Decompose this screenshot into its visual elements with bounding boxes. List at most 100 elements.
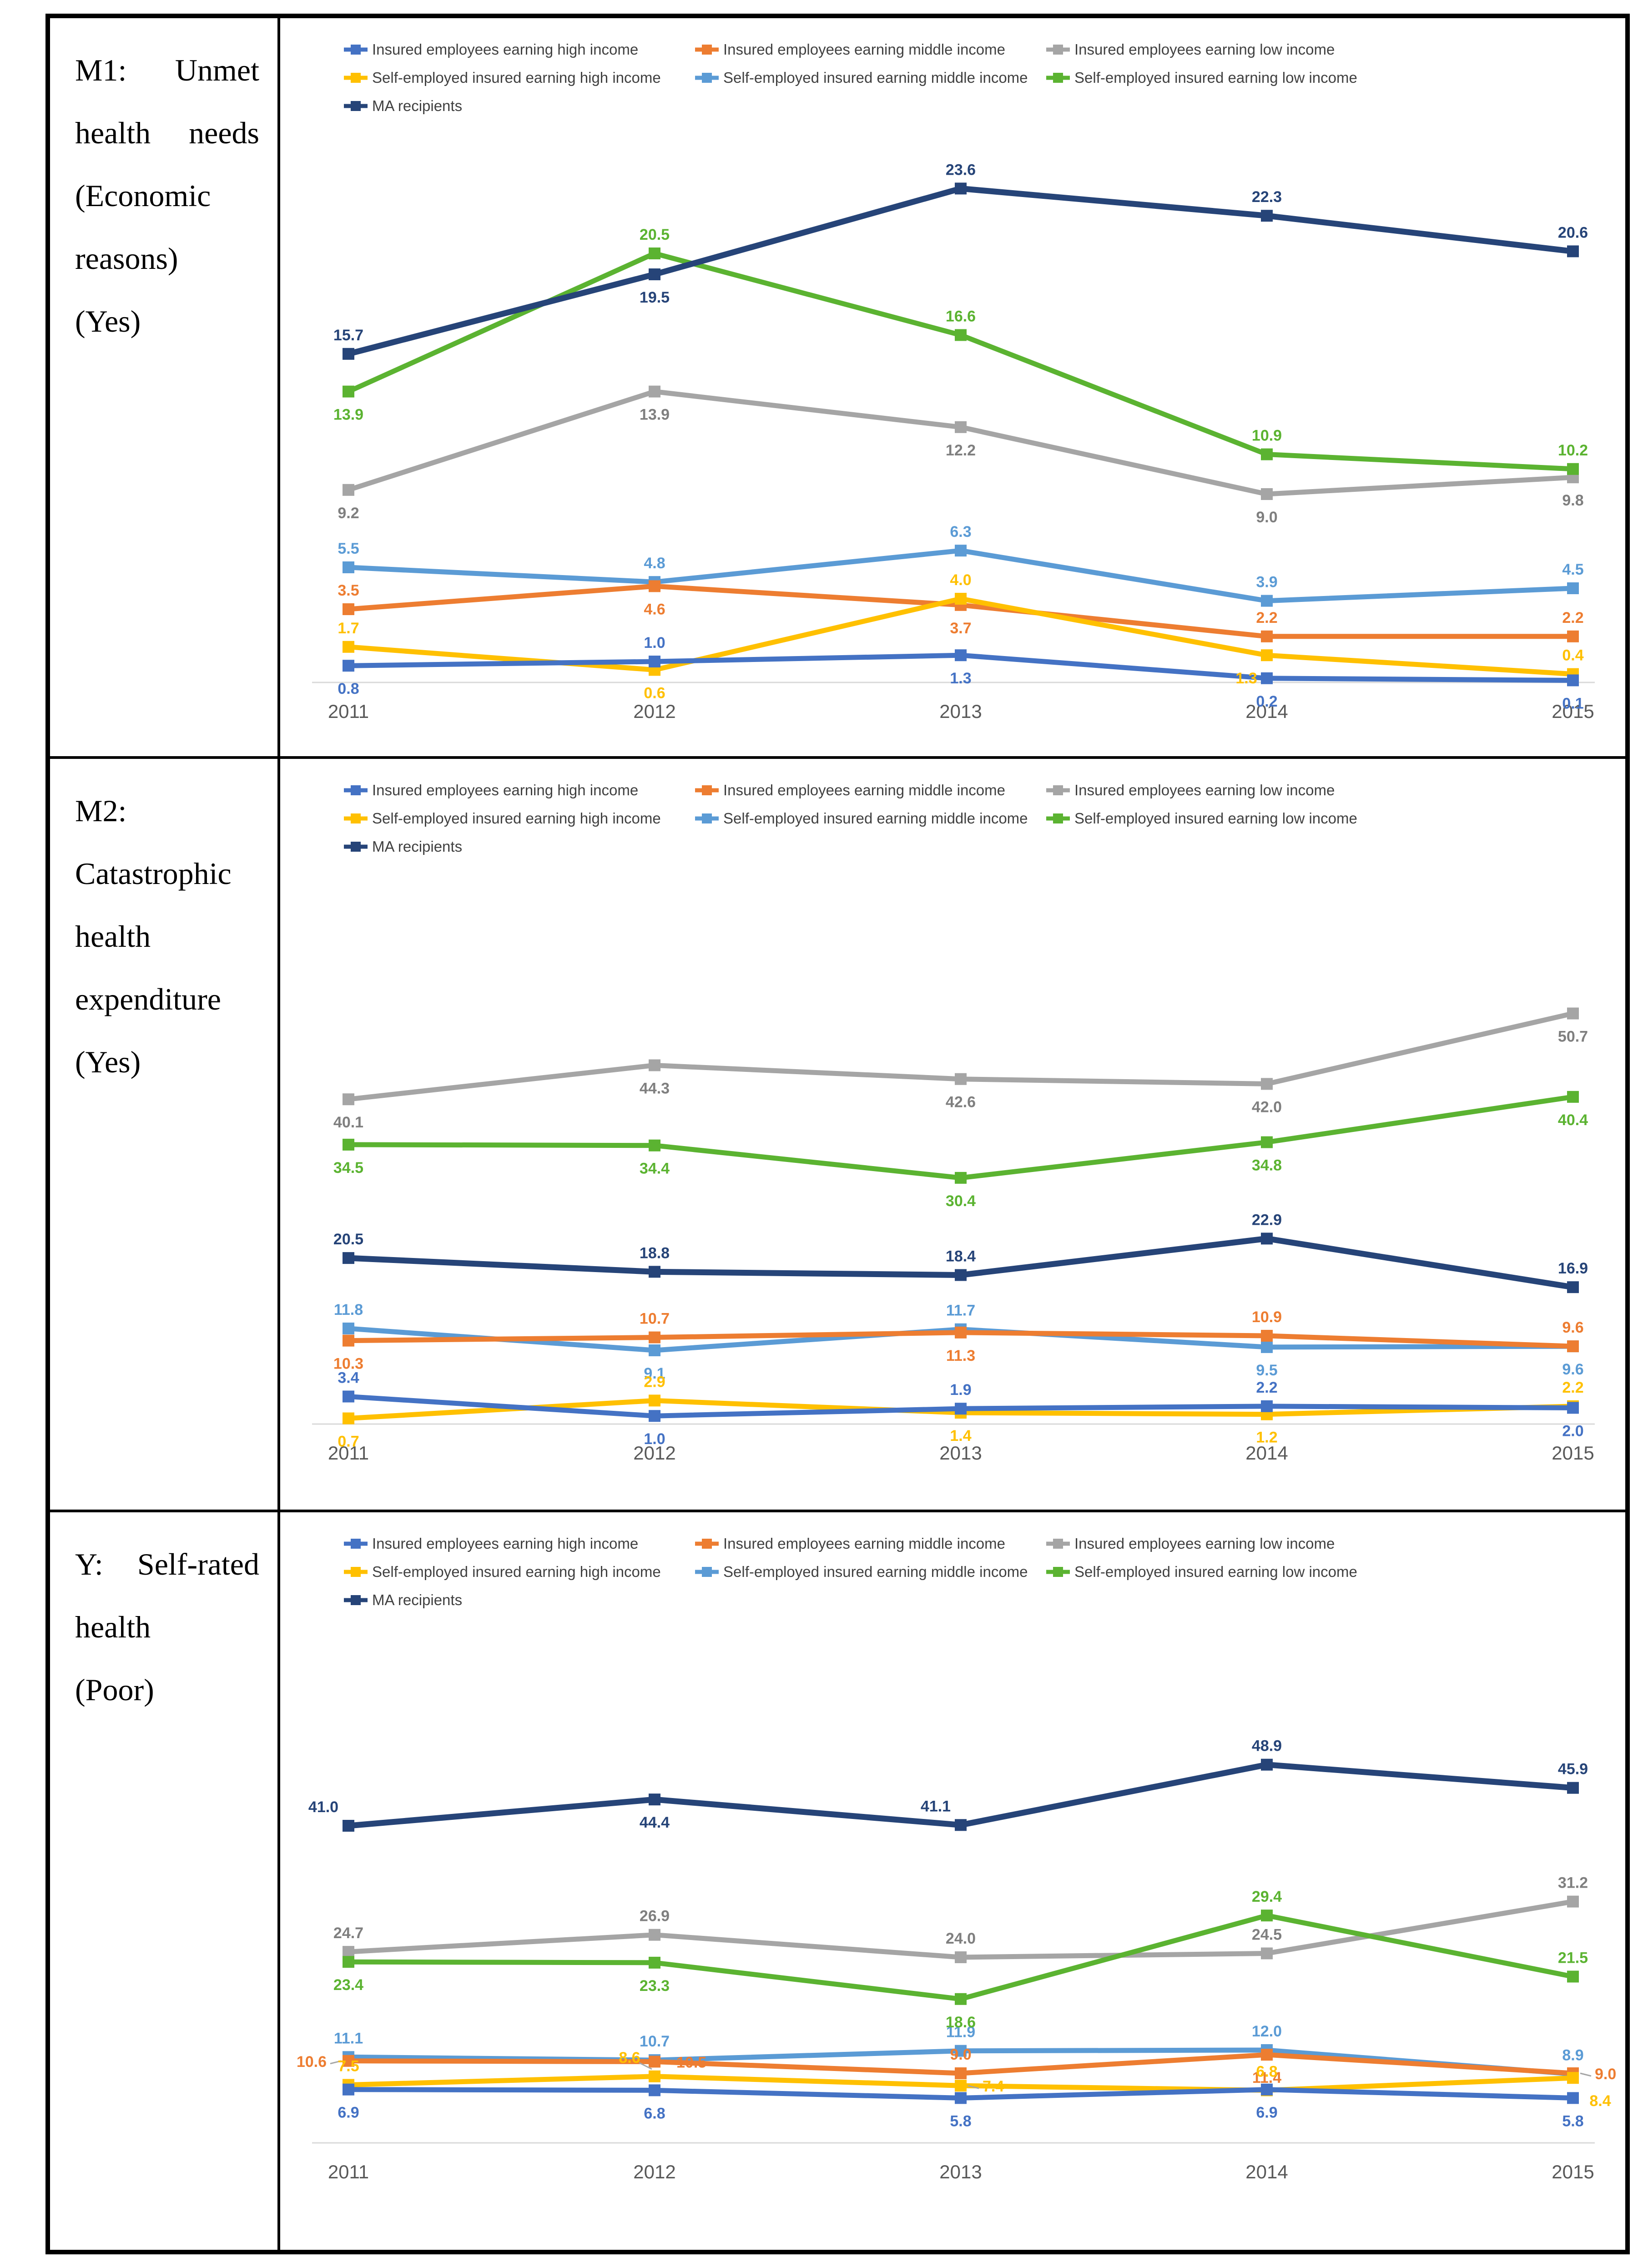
row-label-word: health [75,919,151,954]
data-point-ma-2012 [649,1793,660,1806]
x-axis-label: 2011 [328,2161,369,2182]
legend-line-marker-icon [344,813,368,823]
data-point-self_low-2015 [1567,1970,1579,1983]
data-point-ins_high-2011 [343,660,354,672]
legend-line-marker-icon [1046,813,1070,823]
data-point-ins_high-2014 [1261,672,1273,684]
legend-line-marker-icon [344,1539,368,1549]
legend-line-marker-icon [695,45,719,55]
data-label-self_mid-2015: 4.5 [1562,561,1583,578]
data-label-self_mid-2011: 11.1 [334,2030,363,2047]
data-point-self_mid-2014 [1261,1341,1273,1353]
data-label-self_high-2014: 1.3 [1235,670,1257,687]
legend-line-marker-icon [1046,1567,1070,1577]
data-label-ma-2015: 20.6 [1558,224,1588,241]
row-label-line: health needs [75,101,259,164]
legend-item-self_high: Self-employed insured earning high incom… [344,1563,695,1581]
x-axis-label: 2011 [328,701,369,722]
data-label-self_low-2013: 30.4 [946,1192,976,1210]
data-label-ins_mid-2015: 9.6 [1562,1319,1583,1336]
series-line-self_low [347,251,1573,472]
data-label-ma-2013: 18.4 [946,1248,976,1265]
x-axis-label: 2014 [1245,701,1288,722]
data-label-ma-2012: 18.8 [640,1244,670,1262]
x-axis-label: 2011 [328,1442,369,1464]
row-label-line: reasons) [75,227,259,290]
data-point-self_low-2014 [1261,1909,1273,1922]
chart-cell-m1: Insured employees earning high income Ins… [280,18,1625,756]
data-point-ins_mid-2013 [955,1326,967,1339]
data-label-self_mid-2015: 8.9 [1562,2047,1583,2064]
row-label-line: health [75,905,259,968]
legend-line-marker-icon [1046,785,1070,795]
data-label-ins_high-2015: 5.8 [1562,2112,1583,2130]
data-label-self_low-2011: 13.9 [333,406,363,424]
data-label-self_low-2012: 20.5 [640,226,670,243]
data-point-ma-2013 [955,1819,967,1831]
row-label-y: Y: Self-rated health (Poor) [50,1512,280,2250]
data-point-ma-2013 [955,182,967,195]
row-label-line: (Yes) [75,1030,259,1093]
row-label-word: (Yes) [75,304,141,338]
row-label-word: (Economic [75,178,211,213]
data-label-ins_mid-2013: 3.7 [950,620,971,637]
data-label-self_mid-2012: 9.1 [644,1365,665,1382]
data-point-ins_low-2014 [1261,1078,1273,1090]
data-label-ins_high-2012: 6.8 [644,2105,665,2122]
panel-row-y: Y: Self-rated health (Poor) Insured employe… [50,1510,1625,2250]
row-label-word: Y: [75,1547,103,1581]
legend-item-self_high: Self-employed insured earning high incom… [344,69,695,86]
data-point-self_mid-2014 [1261,595,1273,607]
legend-item-self_mid: Self-employed insured earning middle inc… [695,1563,1046,1581]
legend-label: Self-employed insured earning middle inc… [723,69,1028,86]
legend-line-marker-icon [1046,45,1070,55]
data-point-ins_low-2012 [649,1929,660,1941]
data-label-ins_mid-2011: 10.6 [297,2053,327,2071]
legend-label: Self-employed insured earning middle inc… [723,810,1028,827]
data-point-ins_mid-2014 [1261,630,1273,642]
legend-item-self_mid: Self-employed insured earning middle inc… [695,810,1046,827]
data-label-self_mid-2013: 11.7 [946,1302,975,1319]
data-point-ins_mid-2014 [1261,1329,1273,1342]
data-label-ma-2015: 45.9 [1558,1761,1588,1778]
x-axis-label: 2014 [1245,1442,1288,1464]
data-label-ma-2011: 15.7 [333,327,363,344]
legend-label: Insured employees earning low income [1074,1535,1335,1552]
legend-label: Insured employees earning low income [1074,782,1335,798]
data-label-ins_high-2014: 2.2 [1256,1379,1277,1396]
row-label-word: M2: [75,793,127,828]
data-label-ins_high-2012: 1.0 [644,1430,665,1448]
data-label-ins_high-2014: 0.2 [1256,693,1277,710]
data-point-ins_high-2015 [1567,2092,1579,2104]
data-point-ins_mid-2013 [955,2067,967,2079]
data-point-self_mid-2012 [649,1344,660,1357]
data-label-self_mid-2014: 9.5 [1256,1362,1277,1379]
chart-legend-m2: Insured employees earning high income Ins… [344,782,1357,855]
data-label-self_low-2012: 23.3 [640,1977,670,1995]
row-label-word: Self-rated [137,1547,259,1581]
series-line-ins_low [348,1011,1574,1102]
row-label-line: M1: Unmet [75,39,259,101]
data-point-ins_mid-2012 [649,1331,660,1344]
legend-label: Self-employed insured earning low income [1074,810,1357,827]
data-point-ins_high-2014 [1261,1400,1273,1412]
legend-line-marker-icon [1046,73,1070,83]
data-label-self_high-2013: 1.4 [950,1427,971,1445]
data-label-self_high-2011: 1.7 [338,620,359,637]
data-label-self_mid-2014: 3.9 [1256,574,1277,591]
data-point-ins_low-2013 [955,1951,967,1963]
data-point-ins_high-2015 [1567,674,1579,687]
x-axis-label: 2012 [633,2161,675,2182]
data-label-self_high-2011: 0.7 [338,1433,359,1450]
legend-item-self_high: Self-employed insured earning high incom… [344,810,695,827]
legend-item-ins_high: Insured employees earning high income [344,41,695,58]
data-point-ins_high-2012 [649,2084,660,2096]
data-point-ins_mid-2015 [1567,1340,1579,1353]
row-label-word: health [75,1610,151,1644]
data-label-ins_mid-2011: 10.3 [333,1355,363,1373]
data-point-ma-2015 [1567,245,1579,258]
data-label-self_high-2015: 2.2 [1562,1379,1583,1396]
data-label-ma-2015: 16.9 [1558,1260,1588,1277]
data-label-self_low-2014: 29.4 [1252,1888,1282,1905]
data-point-ins_mid-2011 [343,2055,354,2067]
